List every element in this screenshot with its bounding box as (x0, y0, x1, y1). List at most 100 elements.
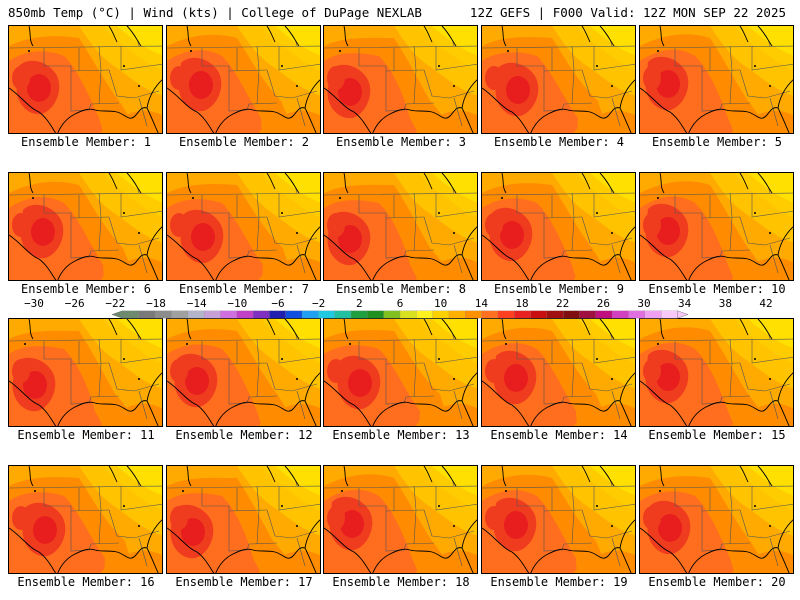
colorbar-swatch (236, 310, 254, 319)
colorbar-tick-label: 2 (356, 297, 363, 310)
colorbar-tick-label: 10 (434, 297, 448, 310)
map-panel-member-16 (8, 465, 163, 574)
member-caption: Ensemble Member: 9 (493, 282, 625, 296)
colorbar-swatches (111, 310, 689, 319)
member-caption: Ensemble Member: 14 (490, 428, 628, 442)
temperature-map-12 (167, 319, 320, 426)
colorbar-tick-label: −6 (271, 297, 285, 310)
colorbar-tick-label: 34 (678, 297, 692, 310)
colorbar-swatch (563, 310, 580, 319)
colorbar-swatch (416, 310, 433, 319)
map-panel-member-13 (323, 318, 478, 427)
map-panel-member-18 (323, 465, 478, 574)
header-bar: 850mb Temp (°C) | Wind (kts) | College o… (0, 0, 800, 24)
map-panel-member-1 (8, 25, 163, 134)
temperature-map-5 (640, 26, 793, 133)
member-caption: Ensemble Member: 10 (648, 282, 786, 296)
colorbar-swatch (187, 310, 205, 319)
member-caption: Ensemble Member: 19 (490, 575, 628, 589)
member-caption: Ensemble Member: 12 (175, 428, 313, 442)
member-caption: Ensemble Member: 17 (175, 575, 313, 589)
member-caption: Ensemble Member: 1 (20, 135, 152, 149)
temperature-map-13 (324, 319, 477, 426)
colorbar-swatch (546, 310, 564, 319)
temperature-map-17 (167, 466, 320, 573)
member-caption: Ensemble Member: 6 (20, 282, 152, 296)
colorbar-swatch (155, 310, 172, 319)
colorbar-swatch (612, 310, 629, 319)
valid-time: 12Z GEFS | F000 Valid: 12Z MON SEP 22 20… (469, 5, 786, 20)
member-caption: Ensemble Member: 15 (648, 428, 786, 442)
colorbar-swatch (252, 310, 270, 319)
temperature-map-14 (482, 319, 635, 426)
colorbar-swatch (530, 310, 548, 319)
colorbar-swatch (661, 310, 678, 319)
temperature-map-6 (9, 173, 162, 280)
colorbar-swatch (350, 310, 368, 319)
temperature-map-19 (482, 466, 635, 573)
map-panel-member-20 (639, 465, 794, 574)
colorbar-swatch (399, 310, 417, 319)
colorbar-swatch (628, 310, 646, 319)
colorbar-tick-label: 22 (556, 297, 570, 310)
colorbar-swatch (334, 310, 352, 319)
temperature-map-16 (9, 466, 162, 573)
colorbar-swatch (220, 310, 238, 319)
map-panel-member-14 (481, 318, 636, 427)
temperature-map-8 (324, 173, 477, 280)
colorbar-swatch (171, 310, 189, 319)
map-panel-member-8 (323, 172, 478, 281)
member-caption: Ensemble Member: 5 (651, 135, 783, 149)
map-panel-member-6 (8, 172, 163, 281)
colorbar-swatch (383, 310, 401, 319)
colorbar-swatch (448, 310, 466, 319)
colorbar-swatch (497, 310, 515, 319)
colorbar-tick-label: 6 (396, 297, 404, 310)
colorbar-swatch (318, 310, 335, 319)
colorbar-swatch (138, 310, 156, 319)
temperature-map-2 (167, 26, 320, 133)
temperature-map-15 (640, 319, 793, 426)
map-panel-member-15 (639, 318, 794, 427)
temperature-map-10 (640, 173, 793, 280)
map-panel-member-10 (639, 172, 794, 281)
member-caption: Ensemble Member: 16 (17, 575, 155, 589)
temperature-map-4 (482, 26, 635, 133)
temperature-map-3 (324, 26, 477, 133)
colorbar-swatch (367, 310, 384, 319)
colorbar-swatch (204, 310, 221, 319)
temperature-map-1 (9, 26, 162, 133)
product-title: 850mb Temp (°C) | Wind (kts) | College o… (8, 5, 422, 20)
temperature-map-20 (640, 466, 793, 573)
colorbar-tick-label: −14 (186, 297, 207, 310)
colorbar-swatch (122, 310, 140, 319)
colorbar-tick-label: 14 (474, 297, 488, 310)
temperature-map-9 (482, 173, 635, 280)
colorbar-swatch (301, 310, 319, 319)
colorbar-tick-label: −26 (64, 297, 85, 310)
member-caption: Ensemble Member: 7 (178, 282, 310, 296)
colorbar-tick-label: 18 (515, 297, 529, 310)
colorbar-tick-label: −18 (146, 297, 166, 310)
colorbar-tick-label: −2 (312, 297, 326, 310)
member-caption: Ensemble Member: 8 (335, 282, 467, 296)
colorbar-swatch (432, 310, 450, 319)
map-panel-member-19 (481, 465, 636, 574)
colorbar-tick-label: −30 (24, 297, 44, 310)
colorbar-swatch (514, 310, 531, 319)
map-panel-member-2 (166, 25, 321, 134)
map-panel-member-3 (323, 25, 478, 134)
colorbar-tick-label: 38 (718, 297, 732, 310)
colorbar-swatch (595, 310, 613, 319)
temperature-map-18 (324, 466, 477, 573)
colorbar-swatch (579, 310, 597, 319)
member-caption: Ensemble Member: 20 (648, 575, 786, 589)
map-panel-member-7 (166, 172, 321, 281)
colorbar-swatch (465, 310, 482, 319)
map-panel-member-17 (166, 465, 321, 574)
temperature-map-7 (167, 173, 320, 280)
map-panel-member-11 (8, 318, 163, 427)
member-caption: Ensemble Member: 4 (493, 135, 625, 149)
map-panel-member-5 (639, 25, 794, 134)
colorbar-tick-label: 30 (637, 297, 651, 310)
